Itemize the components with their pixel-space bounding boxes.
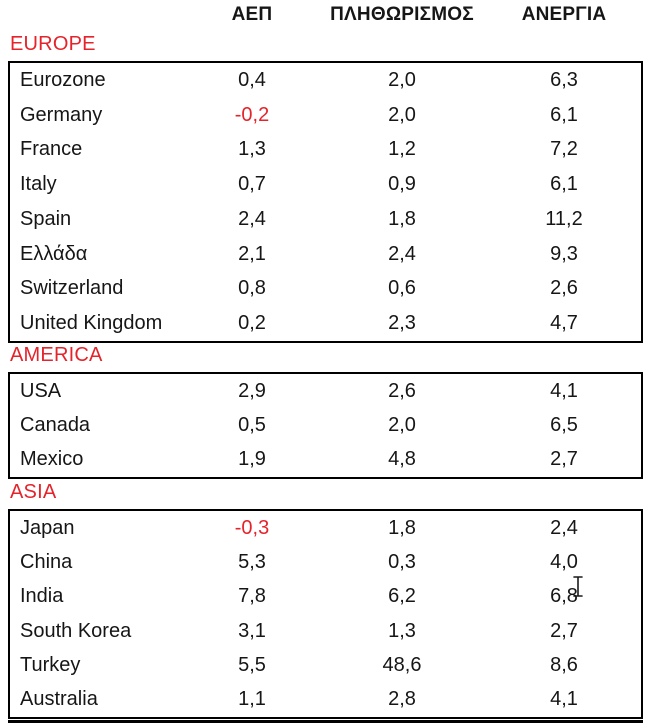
table-row: France 1,3 1,2 7,2: [10, 133, 641, 168]
value-cell: 4,1: [550, 688, 578, 711]
value-cell: 9,3: [550, 242, 578, 265]
section-label-asia: ASIA: [10, 481, 57, 503]
value-cell: 2,4: [388, 242, 416, 265]
next-table-top-border: [8, 720, 643, 723]
section-table-america: USA 2,9 2,6 4,1 Canada 0,5 2,0 6,5 Mexico 1,9 4,8 2…: [8, 372, 643, 479]
value-cell: 2,9: [238, 379, 266, 402]
value-cell: 11,2: [545, 207, 583, 230]
value-cell: 2,4: [550, 516, 578, 539]
country-cell: Australia: [20, 688, 98, 711]
country-cell: France: [20, 138, 83, 161]
value-cell: 2,8: [388, 688, 416, 711]
table-row: Canada 0,5 2,0 6,5: [10, 408, 641, 442]
value-cell: 7,2: [550, 138, 578, 161]
country-cell: Italy: [20, 173, 57, 196]
table-row: Germany -0,2 2,0 6,1: [10, 98, 641, 133]
value-cell: 2,6: [388, 379, 416, 402]
table-row: United Kingdom 0,2 2,3 4,7: [10, 306, 641, 341]
value-cell: 6,1: [550, 103, 578, 126]
value-cell: 1,8: [388, 207, 416, 230]
value-cell: 4,8: [388, 448, 416, 471]
table-row: Japan -0,3 1,8 2,4: [10, 511, 641, 545]
value-cell: 1,3: [238, 138, 266, 161]
value-cell: 2,6: [550, 277, 578, 300]
country-cell: Canada: [20, 413, 91, 436]
value-cell: 6,5: [550, 413, 578, 436]
value-cell: 1,9: [238, 448, 266, 471]
value-cell: 2,7: [550, 448, 578, 471]
value-cell: 4,1: [550, 379, 578, 402]
value-cell: 2,0: [388, 413, 416, 436]
column-header-gdp: ΑΕΠ: [231, 3, 273, 25]
value-cell: 0,7: [238, 173, 266, 196]
value-cell: 2,1: [238, 242, 266, 265]
value-cell: 6,1: [550, 173, 578, 196]
value-cell: 6,2: [388, 585, 416, 608]
country-cell: Japan: [20, 516, 75, 539]
value-cell: 0,8: [238, 277, 266, 300]
value-cell: 1,1: [238, 688, 266, 711]
value-cell: 1,8: [388, 516, 416, 539]
table-column-headers: ΑΕΠ ΠΛΗΘΩΡΙΣΜΟΣ ΑΝΕΡΓΙΑ: [10, 1, 641, 28]
table-row: Spain 2,4 1,8 11,2: [10, 202, 641, 237]
table-row: India 7,8 6,2 6,8: [10, 580, 641, 614]
country-cell: United Kingdom: [20, 312, 163, 335]
table-row: Italy 0,7 0,9 6,1: [10, 167, 641, 202]
table-row: China 5,3 0,3 4,0: [10, 545, 641, 579]
value-cell: -0,2: [234, 103, 270, 126]
table-row: Switzerland 0,8 0,6 2,6: [10, 272, 641, 307]
value-cell: 2,0: [388, 103, 416, 126]
country-cell: Turkey: [20, 653, 81, 676]
country-cell: South Korea: [20, 619, 132, 642]
value-cell: 0,2: [238, 312, 266, 335]
country-cell: Germany: [20, 103, 103, 126]
section-table-europe: Eurozone 0,4 2,0 6,3 Germany -0,2 2,0 6,1 France…: [8, 61, 643, 343]
value-cell: 0,6: [388, 277, 416, 300]
country-cell: China: [20, 550, 73, 573]
table-row: Ελλάδα 2,1 2,4 9,3: [10, 237, 641, 272]
table-row: Australia 1,1 2,8 4,1: [10, 683, 641, 717]
value-cell: 0,3: [388, 550, 416, 573]
value-cell: 2,3: [388, 312, 416, 335]
value-cell: 0,4: [238, 68, 266, 91]
country-cell: Switzerland: [20, 277, 124, 300]
value-cell: 2,0: [388, 68, 416, 91]
value-cell: 7,8: [238, 585, 266, 608]
country-cell: Mexico: [20, 448, 84, 471]
table-row: Turkey 5,5 48,6 8,6: [10, 648, 641, 682]
country-cell: Eurozone: [20, 68, 106, 91]
section-table-asia: Japan -0,3 1,8 2,4 China 5,3 0,3 4,0 India 7,8 6,2…: [8, 509, 643, 719]
table-row: Eurozone 0,4 2,0 6,3: [10, 63, 641, 98]
country-cell: Spain: [20, 207, 72, 230]
value-cell: 48,6: [382, 653, 422, 676]
table-row: Mexico 1,9 4,8 2,7: [10, 443, 641, 477]
value-cell: 1,2: [388, 138, 416, 161]
section-label-america: AMERICA: [10, 344, 103, 366]
country-cell: USA: [20, 379, 62, 402]
value-cell: 5,3: [238, 550, 266, 573]
column-header-inflation: ΠΛΗΘΩΡΙΣΜΟΣ: [330, 3, 474, 25]
table-row: South Korea 3,1 1,3 2,7: [10, 614, 641, 648]
value-cell: 6,8: [550, 585, 578, 608]
column-header-unemployment: ΑΝΕΡΓΙΑ: [521, 3, 607, 25]
value-cell: 6,3: [550, 68, 578, 91]
country-cell: Ελλάδα: [20, 242, 88, 265]
value-cell: -0,3: [234, 516, 270, 539]
value-cell: 0,5: [238, 413, 266, 436]
country-cell: India: [20, 585, 64, 608]
value-cell: 2,7: [550, 619, 578, 642]
value-cell: 1,3: [388, 619, 416, 642]
value-cell: 3,1: [238, 619, 266, 642]
value-cell: 4,7: [550, 312, 578, 335]
table-row: USA 2,9 2,6 4,1: [10, 374, 641, 408]
section-label-europe: EUROPE: [10, 33, 96, 55]
value-cell: 4,0: [550, 550, 578, 573]
value-cell: 8,6: [550, 653, 578, 676]
value-cell: 0,9: [388, 173, 416, 196]
value-cell: 5,5: [238, 653, 266, 676]
value-cell: 2,4: [238, 207, 266, 230]
